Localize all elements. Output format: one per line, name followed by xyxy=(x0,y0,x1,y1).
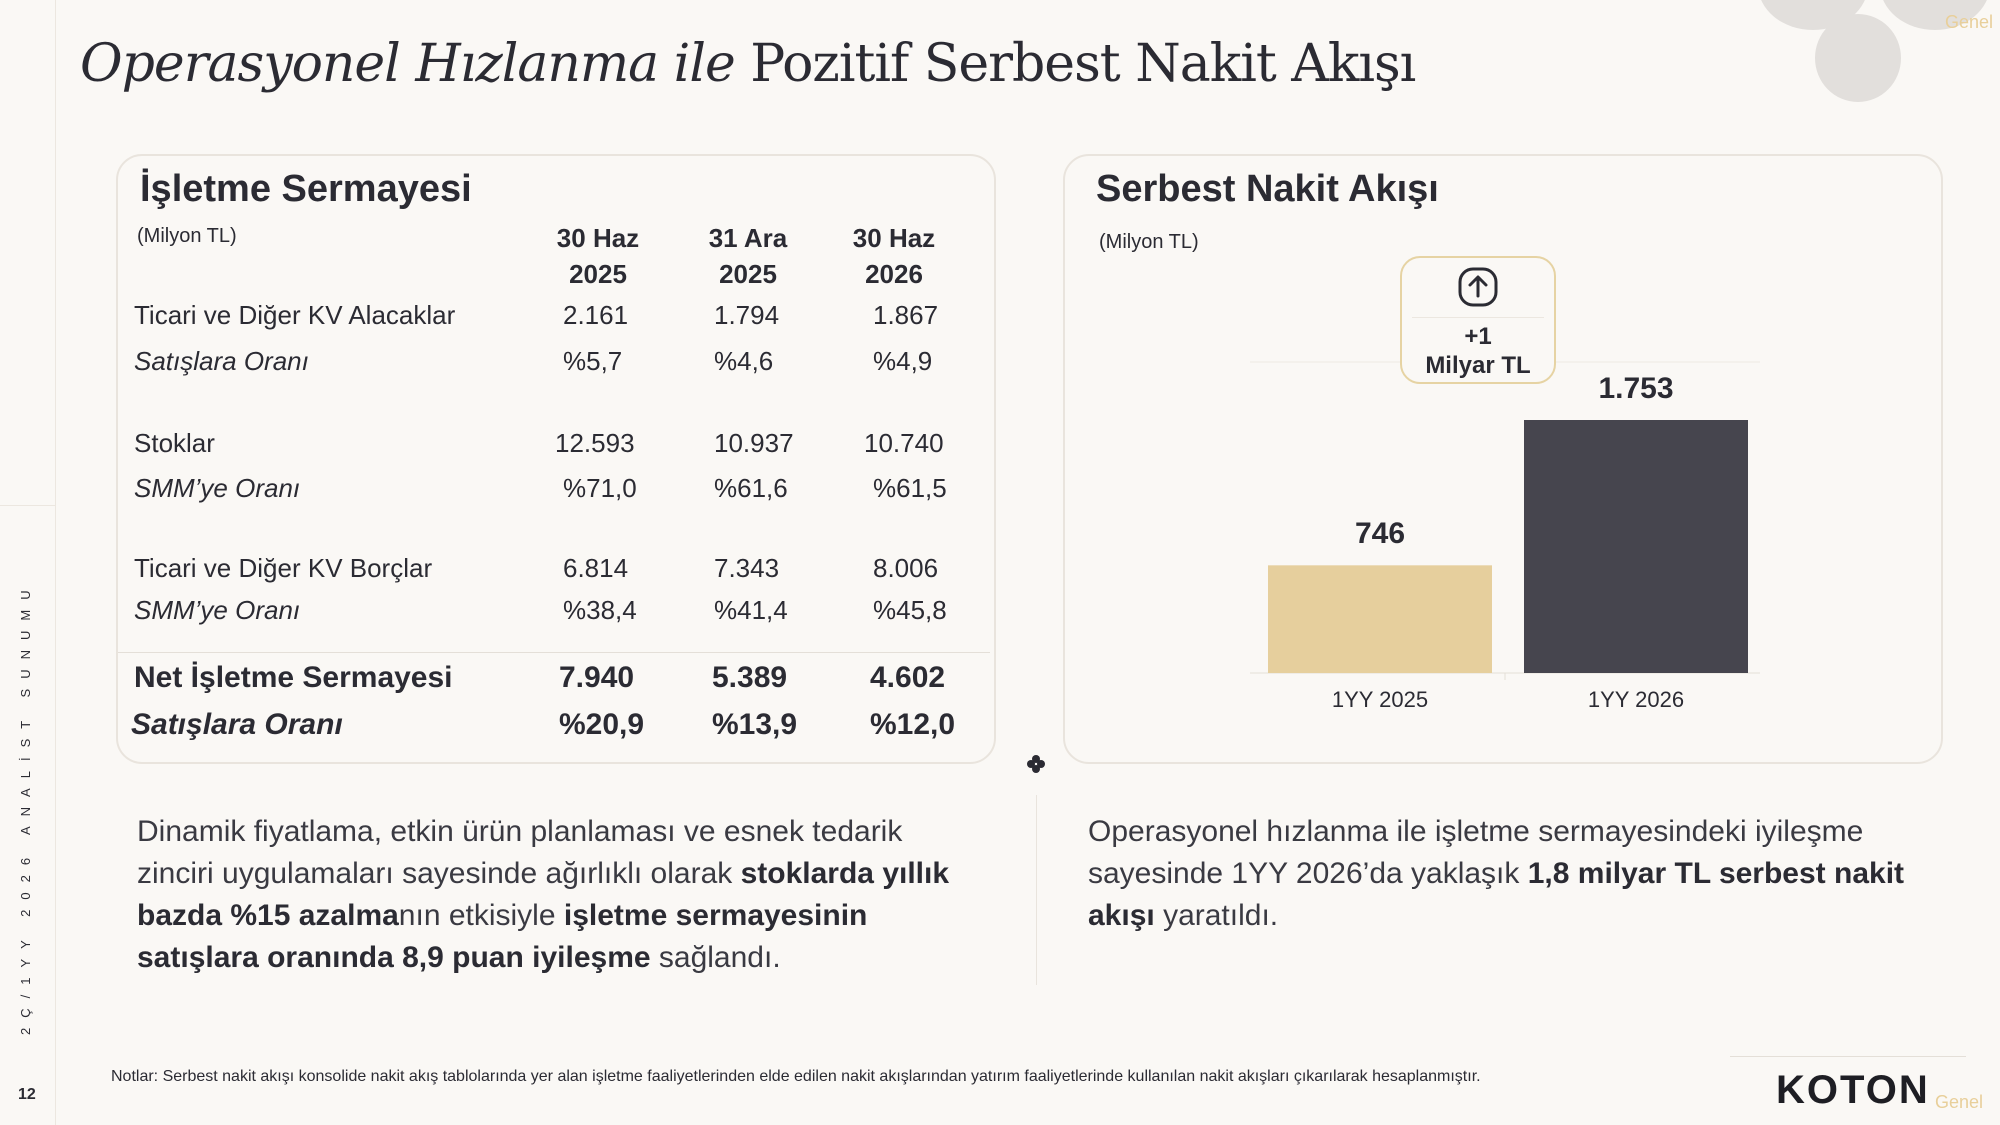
brand-logo: KOTON xyxy=(1776,1068,1930,1112)
page-number: 12 xyxy=(18,1086,36,1103)
presentation-label: 2Ç/1YY 2026 ANALİST SUNUMU xyxy=(18,580,33,1035)
row-label-net-sales-ratio: Satışlara Oranı xyxy=(131,708,343,741)
working-capital-unit: (Milyon TL) xyxy=(137,225,237,247)
free-cash-flow-title: Serbest Nakit Akışı xyxy=(1096,168,1439,210)
sidebar-divider xyxy=(55,0,56,1125)
cell-value: 7.343 xyxy=(714,553,780,583)
cell-value: 10.937 xyxy=(714,428,794,458)
center-divider xyxy=(1036,795,1037,985)
callout-value: +1 xyxy=(1464,323,1492,350)
cell-value: %5,7 xyxy=(563,346,623,376)
cell-value: 2.161 xyxy=(563,300,629,330)
cell-value: %71,0 xyxy=(563,473,637,503)
row-label-payables: Ticari ve Diğer KV Borçlar xyxy=(134,553,433,583)
flower-icon xyxy=(1027,755,1045,773)
increase-callout: +1 Milyar TL xyxy=(1400,256,1556,384)
column-header: 30 Haz 2025 xyxy=(556,223,640,289)
total-value: 4.602 xyxy=(870,661,946,694)
cell-value: 6.814 xyxy=(563,553,629,583)
cell-value: 1.794 xyxy=(714,300,780,330)
free-cash-flow-unit: (Milyon TL) xyxy=(1099,231,1199,253)
row-label-inventory: Stoklar xyxy=(134,428,215,458)
title-rest: Pozitif Serbest Nakit Akışı xyxy=(734,34,1416,94)
row-label-sales-ratio: Satışlara Oranı xyxy=(134,346,309,376)
total-value: %13,9 xyxy=(712,708,798,741)
cell-value: %4,6 xyxy=(714,346,774,376)
working-capital-commentary: Dinamik fiyatlama, etkin ürün planlaması… xyxy=(137,815,950,974)
category-label: 1YY 2025 xyxy=(1331,687,1429,712)
row-label-cogs-ratio: SMM’ye Oranı xyxy=(134,473,301,503)
total-value: 5.389 xyxy=(712,661,788,694)
classification-tag-bottom: Genel xyxy=(1935,1092,1984,1112)
cell-value: %61,6 xyxy=(714,473,788,503)
bar-value-label: 746 xyxy=(1354,517,1406,551)
footer-rule xyxy=(1730,1056,1966,1057)
bar-1yy-2026 xyxy=(1524,420,1748,673)
cell-value: %38,4 xyxy=(563,595,637,625)
row-label-cogs-ratio: SMM’ye Oranı xyxy=(134,595,301,625)
cell-value: %41,4 xyxy=(714,595,788,625)
total-value: 7.940 xyxy=(559,661,635,694)
row-label-receivables: Ticari ve Diğer KV Alacaklar xyxy=(134,300,456,330)
totals-divider xyxy=(118,652,990,653)
total-value: %20,9 xyxy=(559,708,645,741)
total-value: %12,0 xyxy=(870,708,956,741)
decor-circle-bottom xyxy=(1815,14,1901,102)
cell-value: %61,5 xyxy=(873,473,947,503)
free-cash-flow-chart xyxy=(1250,361,1760,680)
callout-divider xyxy=(1412,317,1544,318)
column-header: 31 Ara 2025 xyxy=(708,223,788,289)
free-cash-flow-card xyxy=(1063,154,1943,764)
cell-value: 1.867 xyxy=(873,300,939,330)
title-italic: Operasyonel Hızlanma ile xyxy=(80,34,736,94)
cell-value: 8.006 xyxy=(873,553,939,583)
bar-1yy-2025 xyxy=(1268,565,1492,673)
page-title: Operasyonel Hızlanma ile Pozitif Serbest… xyxy=(80,34,1416,94)
arrow-up-circle-icon xyxy=(1458,267,1498,307)
column-header: 30 Haz 2026 xyxy=(852,223,936,289)
cell-value: %4,9 xyxy=(873,346,933,376)
cell-value: %45,8 xyxy=(873,595,947,625)
cell-value: 12.593 xyxy=(555,428,635,458)
row-label-net-working-capital: Net İşletme Sermayesi xyxy=(134,661,453,694)
bar-value-label: 1.753 xyxy=(1598,372,1674,405)
classification-tag-top: Genel xyxy=(1945,12,1994,32)
cell-value: 10.740 xyxy=(864,428,944,458)
category-label: 1YY 2026 xyxy=(1587,687,1685,712)
sidebar-tick xyxy=(0,505,55,506)
callout-unit: Milyar TL xyxy=(1425,352,1531,379)
footnote: Notlar: Serbest nakit akışı konsolide na… xyxy=(111,1068,1481,1085)
working-capital-card xyxy=(116,154,996,764)
working-capital-title: İşletme Sermayesi xyxy=(140,168,472,210)
free-cash-flow-commentary: Operasyonel hızlanma ile işletme sermaye… xyxy=(1088,815,1905,932)
